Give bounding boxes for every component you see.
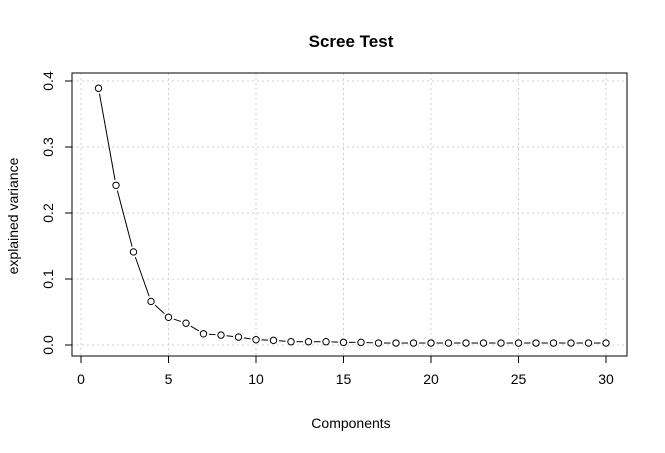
data-point-27 xyxy=(549,339,558,347)
x-axis-label: Components xyxy=(311,415,390,431)
series-segment-9 xyxy=(243,337,251,340)
data-point-1 xyxy=(94,84,103,92)
data-point-19 xyxy=(409,339,418,347)
x-tick-label-1: 5 xyxy=(165,371,173,387)
data-point-17 xyxy=(374,339,383,347)
data-point-25 xyxy=(514,339,523,347)
data-point-11 xyxy=(269,336,278,345)
chart-title: Scree Test xyxy=(309,32,394,51)
data-point-3 xyxy=(129,248,138,256)
series-segment-4 xyxy=(154,304,165,314)
data-point-6 xyxy=(182,319,190,327)
y-tick-label-3: 0.3 xyxy=(40,137,56,157)
series-segment-8 xyxy=(226,335,234,337)
data-point-22 xyxy=(462,339,470,347)
data-point-18 xyxy=(392,339,400,347)
series-segment-2 xyxy=(116,190,133,247)
y-tick-label-0: 0.0 xyxy=(40,335,56,355)
series-explained-variance xyxy=(94,84,610,347)
data-point-7 xyxy=(199,330,208,338)
data-point-2 xyxy=(112,181,120,189)
plot-frame xyxy=(71,72,628,357)
data-point-12 xyxy=(287,338,295,346)
series-segment-1 xyxy=(98,93,116,180)
data-point-16 xyxy=(357,338,365,347)
data-point-23 xyxy=(479,339,488,347)
data-point-30 xyxy=(602,339,610,347)
x-tick-label-5: 25 xyxy=(511,371,527,387)
data-point-29 xyxy=(584,339,593,347)
data-point-4 xyxy=(147,297,155,306)
axes: 0 5 10 15 20 25 30 0.0 0.1 0.2 0.3 0.4 xyxy=(40,71,614,387)
data-point-10 xyxy=(252,336,260,344)
x-tick-label-2: 10 xyxy=(248,371,264,387)
series-segment-5 xyxy=(173,318,181,322)
x-tick-label-0: 0 xyxy=(77,371,85,387)
x-tick-label-3: 15 xyxy=(336,371,352,387)
data-point-15 xyxy=(339,338,348,347)
y-axis-label: explained variance xyxy=(5,157,21,274)
y-tick-label-1: 0.1 xyxy=(40,269,56,289)
data-point-9 xyxy=(234,333,243,341)
data-point-20 xyxy=(427,339,435,347)
data-point-14 xyxy=(322,338,330,346)
x-tick-label-6: 30 xyxy=(598,371,614,387)
series-segment-6 xyxy=(190,325,200,332)
data-point-26 xyxy=(532,339,540,347)
data-point-24 xyxy=(497,339,505,347)
data-point-13 xyxy=(304,338,313,346)
y-tick-label-4: 0.4 xyxy=(40,71,56,91)
y-tick-label-2: 0.2 xyxy=(40,203,56,223)
data-point-21 xyxy=(444,339,453,347)
grid-lines xyxy=(72,73,627,356)
data-point-8 xyxy=(217,331,225,339)
series-segment-3 xyxy=(134,256,150,297)
data-point-28 xyxy=(567,339,575,347)
data-point-5 xyxy=(164,313,173,321)
x-tick-label-4: 20 xyxy=(423,371,439,387)
